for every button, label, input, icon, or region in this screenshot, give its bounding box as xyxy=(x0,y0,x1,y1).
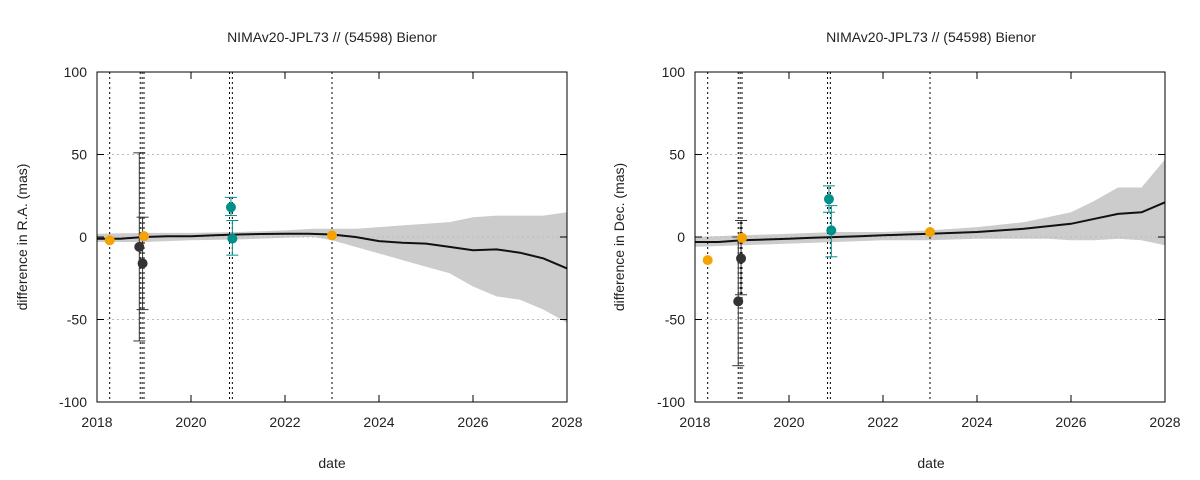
x-tick-label: 2018 xyxy=(679,414,710,430)
chart-title: NIMAv20-JPL73 // (54598) Bienor xyxy=(227,29,437,45)
x-tick-label: 2024 xyxy=(961,414,992,430)
y-axis-label: difference in Dec. (mas) xyxy=(611,163,627,311)
data-point xyxy=(736,253,747,264)
data-point xyxy=(104,235,115,246)
y-tick-label: 100 xyxy=(64,64,88,80)
x-tick-label: 2020 xyxy=(175,414,206,430)
x-axis-label: date xyxy=(917,455,944,471)
data-point xyxy=(823,194,834,205)
data-point xyxy=(826,225,837,236)
x-tick-label: 2022 xyxy=(867,414,898,430)
dec-difference-chart: NIMAv20-JPL73 // (54598) Bienor date dif… xyxy=(611,29,1181,471)
y-axis-label: difference in R.A. (mas) xyxy=(14,164,30,311)
data-point xyxy=(702,255,713,266)
data-point xyxy=(737,232,747,243)
x-tick-label: 2026 xyxy=(1055,414,1086,430)
y-tick-label: 0 xyxy=(677,229,685,245)
data-point xyxy=(137,258,148,269)
y-tick-label: 50 xyxy=(71,147,87,163)
x-tick-label: 2026 xyxy=(457,414,488,430)
uncertainty-band xyxy=(97,212,567,323)
y-tick-label: 0 xyxy=(79,229,87,245)
y-tick-label: 100 xyxy=(662,64,686,80)
x-tick-label: 2028 xyxy=(551,414,582,430)
y-tick-label: -50 xyxy=(665,312,685,328)
x-axis-label: date xyxy=(318,455,345,471)
x-tick-label: 2022 xyxy=(269,414,300,430)
x-tick-label: 2018 xyxy=(81,414,112,430)
data-point xyxy=(327,230,337,241)
uncertainty-band xyxy=(695,159,1165,247)
y-tick-label: -100 xyxy=(657,394,685,410)
data-point xyxy=(227,233,238,244)
data-point xyxy=(225,202,236,213)
data-point xyxy=(733,296,744,307)
ra-difference-chart: NIMAv20-JPL73 // (54598) Bienor date dif… xyxy=(14,29,583,471)
data-point xyxy=(134,241,145,252)
y-tick-label: 50 xyxy=(669,147,685,163)
plot-frame xyxy=(96,71,568,403)
plot-frame xyxy=(694,71,1166,403)
data-point xyxy=(925,227,935,238)
y-tick-label: -50 xyxy=(67,312,87,328)
x-tick-label: 2020 xyxy=(773,414,804,430)
x-tick-label: 2024 xyxy=(363,414,394,430)
data-point xyxy=(139,231,149,242)
y-tick-label: -100 xyxy=(59,394,87,410)
chart-title: NIMAv20-JPL73 // (54598) Bienor xyxy=(826,29,1036,45)
x-tick-label: 2028 xyxy=(1149,414,1180,430)
